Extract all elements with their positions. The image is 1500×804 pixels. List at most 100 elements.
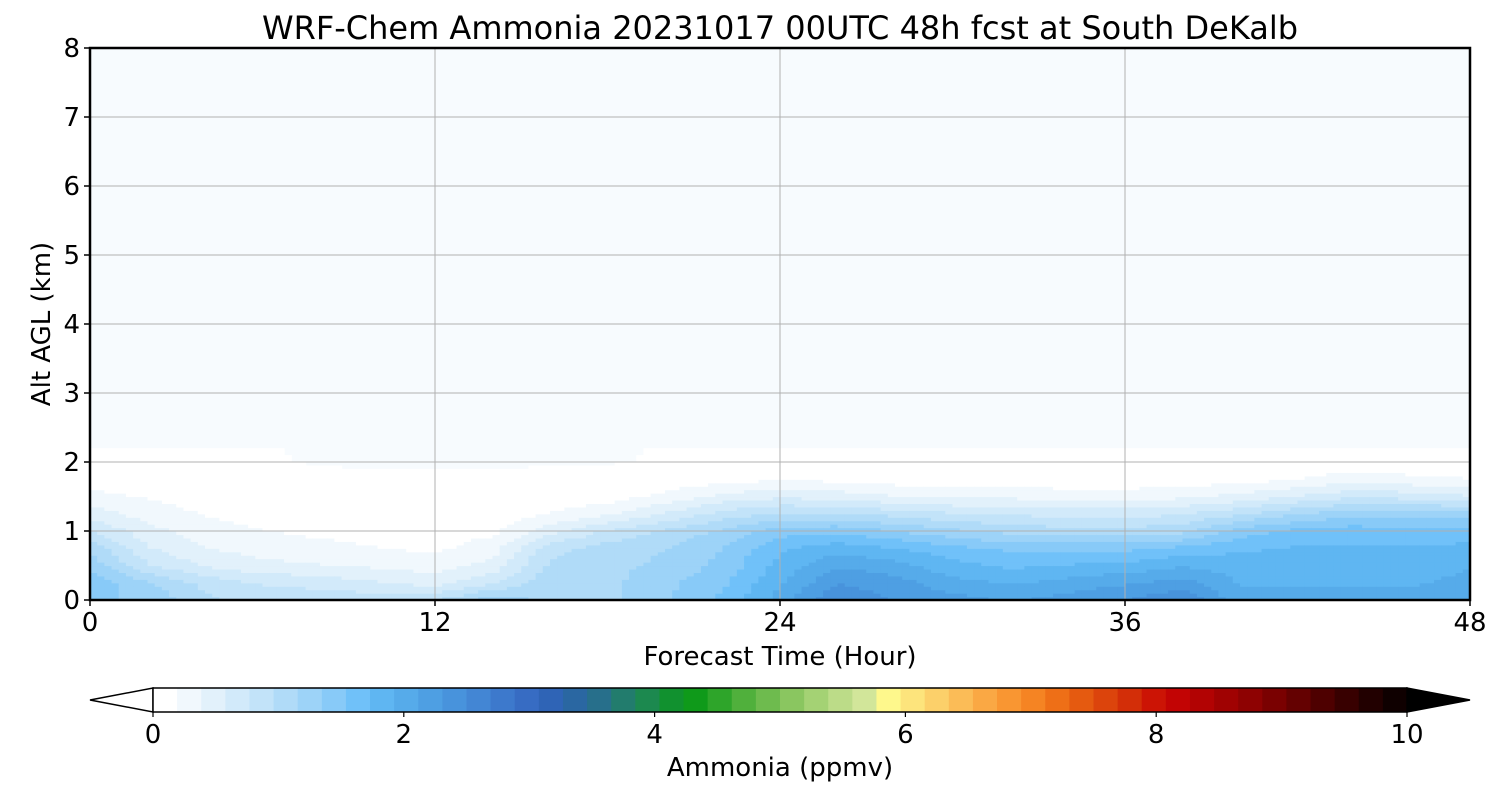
heatmap-cell	[636, 503, 645, 508]
heatmap-cell	[866, 537, 875, 542]
heatmap-cell	[125, 489, 134, 494]
heatmap-cell	[938, 582, 946, 587]
heatmap-cell	[190, 555, 199, 560]
heatmap-cell	[938, 544, 946, 549]
heatmap-cell	[765, 468, 774, 473]
heatmap-cell	[844, 524, 853, 529]
heatmap-cell	[104, 586, 113, 591]
heatmap-cell	[104, 451, 113, 456]
heatmap-cell	[212, 503, 220, 508]
heatmap-cell	[895, 558, 903, 563]
heatmap-cell	[212, 455, 220, 460]
heatmap-cell	[298, 544, 307, 549]
heatmap-cell	[672, 572, 680, 577]
heatmap-cell	[406, 562, 415, 567]
heatmap-cell	[370, 475, 379, 480]
heatmap-cell	[104, 579, 113, 584]
heatmap-cell	[700, 565, 709, 570]
heatmap-cell	[679, 496, 688, 501]
heatmap-cell	[729, 531, 738, 536]
heatmap-cell	[399, 565, 407, 570]
heatmap-cell	[154, 562, 163, 567]
heatmap-cell	[930, 568, 939, 573]
heatmap-cell	[923, 475, 932, 480]
heatmap-cell	[722, 551, 731, 556]
heatmap-cell	[736, 572, 745, 577]
heatmap-cell	[348, 534, 357, 539]
heatmap-cell	[506, 510, 515, 515]
heatmap-cell	[391, 558, 400, 563]
heatmap-cell	[327, 513, 335, 518]
heatmap-cell	[205, 513, 213, 518]
heatmap-cell	[341, 527, 350, 532]
heatmap-cell	[765, 541, 774, 546]
heatmap-cell	[830, 562, 839, 567]
heatmap-cell	[801, 596, 810, 600]
heatmap-cell	[140, 465, 149, 470]
heatmap-cell	[665, 551, 673, 556]
heatmap-cell	[348, 537, 357, 542]
heatmap-cell	[133, 448, 141, 453]
heatmap-cell	[463, 541, 472, 546]
heatmap-cell	[233, 489, 242, 494]
heatmap-cell	[463, 493, 472, 498]
heatmap-cell	[693, 534, 702, 539]
heatmap-cell	[700, 586, 709, 591]
heatmap-cell	[621, 510, 630, 515]
heatmap-cell	[291, 486, 300, 491]
heatmap-cell	[585, 472, 594, 477]
heatmap-cell	[312, 593, 321, 598]
heatmap-cell	[844, 586, 853, 591]
heatmap-cell	[930, 565, 939, 570]
heatmap-cell	[600, 482, 609, 487]
heatmap-cell	[629, 568, 637, 573]
heatmap-cell	[665, 527, 673, 532]
heatmap-cell	[794, 551, 803, 556]
heatmap-cell	[147, 468, 156, 473]
heatmap-cell	[435, 562, 443, 567]
heatmap-cell	[169, 475, 177, 480]
heatmap-cell	[557, 531, 565, 536]
heatmap-cell	[427, 506, 436, 511]
heatmap-cell	[284, 565, 292, 570]
heatmap-cell	[665, 572, 673, 577]
heatmap-cell	[808, 489, 817, 494]
heatmap-cell	[449, 496, 458, 501]
heatmap-cell	[621, 479, 630, 484]
heatmap-cell	[672, 537, 680, 542]
heatmap-cell	[470, 589, 479, 594]
heatmap-cell	[909, 548, 918, 553]
heatmap-cell	[837, 531, 846, 536]
heatmap-cell	[916, 472, 925, 477]
heatmap-cell	[578, 506, 587, 511]
heatmap-cell	[363, 482, 371, 487]
heatmap-cell	[147, 510, 156, 515]
heatmap-cell	[118, 489, 127, 494]
heatmap-cell	[722, 465, 731, 470]
heatmap-cell	[118, 510, 127, 515]
heatmap-cell	[787, 465, 795, 470]
heatmap-cell	[298, 541, 307, 546]
heatmap-cell	[183, 451, 192, 456]
heatmap-cell	[240, 568, 249, 573]
heatmap-cell	[384, 482, 393, 487]
heatmap-cell	[420, 510, 429, 515]
heatmap-cell	[823, 572, 831, 577]
heatmap-cell	[492, 534, 501, 539]
heatmap-cell	[744, 555, 752, 560]
heatmap-cell	[312, 496, 321, 501]
heatmap-cell	[657, 575, 666, 580]
heatmap-cell	[909, 496, 918, 501]
heatmap-cell	[902, 593, 910, 598]
heatmap-cell	[492, 551, 501, 556]
heatmap-cell	[916, 531, 925, 536]
heatmap-cell	[923, 534, 932, 539]
heatmap-cell	[161, 496, 170, 501]
heatmap-cell	[887, 531, 896, 536]
heatmap-cell	[442, 575, 450, 580]
heatmap-cell	[255, 572, 264, 577]
heatmap-cell	[621, 524, 630, 529]
heatmap-cell	[808, 544, 817, 549]
heatmap-cell	[420, 579, 429, 584]
heatmap-cell	[535, 517, 544, 522]
